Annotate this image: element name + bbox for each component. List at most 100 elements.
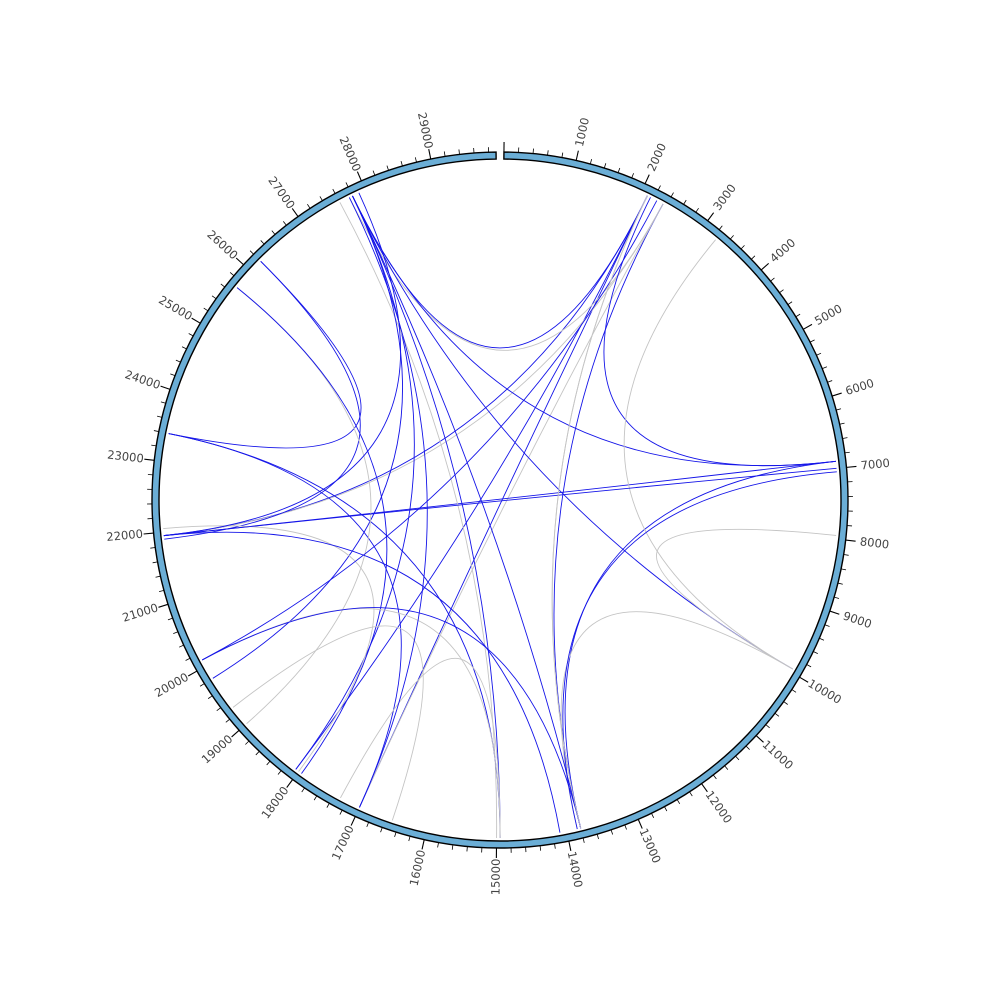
minor-tick xyxy=(173,631,179,634)
link-22 xyxy=(212,195,403,679)
tick-label: 9000 xyxy=(841,609,873,632)
minor-tick xyxy=(175,359,181,363)
minor-tick xyxy=(380,827,383,833)
link-12 xyxy=(564,460,836,829)
tick-label: 6000 xyxy=(844,376,876,398)
minor-tick xyxy=(589,158,593,165)
tick-label: 17000 xyxy=(329,823,357,862)
minor-tick xyxy=(229,272,235,276)
major-tick xyxy=(356,171,362,182)
link-28 xyxy=(236,287,388,774)
link-29 xyxy=(163,525,375,772)
link-18 xyxy=(352,195,501,839)
minor-tick xyxy=(345,182,349,188)
major-tick xyxy=(160,385,171,390)
minor-tick xyxy=(843,554,849,556)
link-25 xyxy=(168,433,402,808)
minor-tick xyxy=(670,192,674,198)
major-tick xyxy=(144,458,155,461)
minor-tick xyxy=(150,547,156,549)
minor-tick xyxy=(255,751,260,756)
tick-label: 13000 xyxy=(637,826,664,865)
minor-tick xyxy=(664,806,668,812)
minor-tick xyxy=(617,167,621,173)
minor-tick xyxy=(806,664,812,668)
major-tick xyxy=(829,610,840,615)
major-tick xyxy=(235,257,244,266)
link-35 xyxy=(562,471,837,830)
link-19 xyxy=(352,195,582,829)
major-tick xyxy=(421,839,425,850)
tick-label: 16000 xyxy=(407,848,429,887)
major-tick xyxy=(191,317,201,324)
link-39 xyxy=(163,192,401,537)
minor-tick xyxy=(813,651,818,655)
link-17 xyxy=(560,611,793,830)
minor-tick xyxy=(735,755,740,761)
minor-tick xyxy=(631,173,634,179)
minor-tick xyxy=(220,283,226,288)
minor-tick xyxy=(199,683,205,687)
major-tick xyxy=(568,841,572,852)
link-40 xyxy=(348,197,428,808)
minor-tick xyxy=(836,408,842,411)
minor-tick xyxy=(695,207,699,213)
minor-tick xyxy=(539,845,542,851)
tick-label: 27000 xyxy=(265,174,298,212)
major-tick xyxy=(286,779,294,788)
minor-tick xyxy=(610,829,614,835)
minor-tick xyxy=(729,235,734,240)
tick-label: 19000 xyxy=(199,732,236,767)
minor-tick xyxy=(651,813,655,818)
tick-label: 26000 xyxy=(204,227,240,262)
minor-tick xyxy=(724,765,729,770)
tick-label: 29000 xyxy=(415,111,436,150)
minor-tick xyxy=(437,842,439,848)
link-8 xyxy=(359,203,664,808)
minor-tick xyxy=(277,770,282,775)
tick-label: 22000 xyxy=(106,527,144,544)
minor-tick xyxy=(155,575,161,578)
minor-tick xyxy=(386,165,389,171)
minor-tick xyxy=(366,822,370,828)
major-tick xyxy=(701,783,708,793)
minor-tick xyxy=(809,339,815,343)
minor-tick xyxy=(745,745,750,750)
minor-tick xyxy=(842,437,848,439)
minor-tick xyxy=(779,289,784,293)
ideogram-layer xyxy=(151,151,849,849)
ticks-layer xyxy=(143,142,857,858)
minor-tick xyxy=(774,712,780,717)
link-11 xyxy=(163,460,836,537)
tick-label: 4000 xyxy=(767,236,798,266)
link-31 xyxy=(163,467,837,537)
minor-tick xyxy=(822,366,828,370)
minor-tick xyxy=(282,221,287,226)
major-tick xyxy=(350,816,356,826)
minor-tick xyxy=(603,163,607,169)
minor-tick xyxy=(160,401,166,404)
tick-label: 8000 xyxy=(859,534,890,551)
major-tick xyxy=(187,670,198,677)
major-tick xyxy=(802,323,813,330)
major-tick xyxy=(846,465,857,468)
minor-tick xyxy=(765,724,770,729)
minor-tick xyxy=(181,346,187,350)
minor-tick xyxy=(307,203,311,209)
tick-label: 25000 xyxy=(156,293,195,324)
minor-tick xyxy=(819,637,825,641)
tick-label: 3000 xyxy=(710,181,739,213)
minor-tick xyxy=(816,352,822,356)
minor-tick xyxy=(751,255,756,260)
minor-tick xyxy=(582,837,585,843)
minor-tick xyxy=(791,689,797,693)
minor-tick xyxy=(301,787,305,793)
minor-tick xyxy=(339,809,343,815)
minor-tick xyxy=(372,170,376,176)
tick-label: 21000 xyxy=(121,600,160,624)
minor-tick xyxy=(827,380,833,383)
minor-tick xyxy=(841,568,847,571)
minor-tick xyxy=(326,803,330,808)
minor-tick xyxy=(249,250,254,255)
